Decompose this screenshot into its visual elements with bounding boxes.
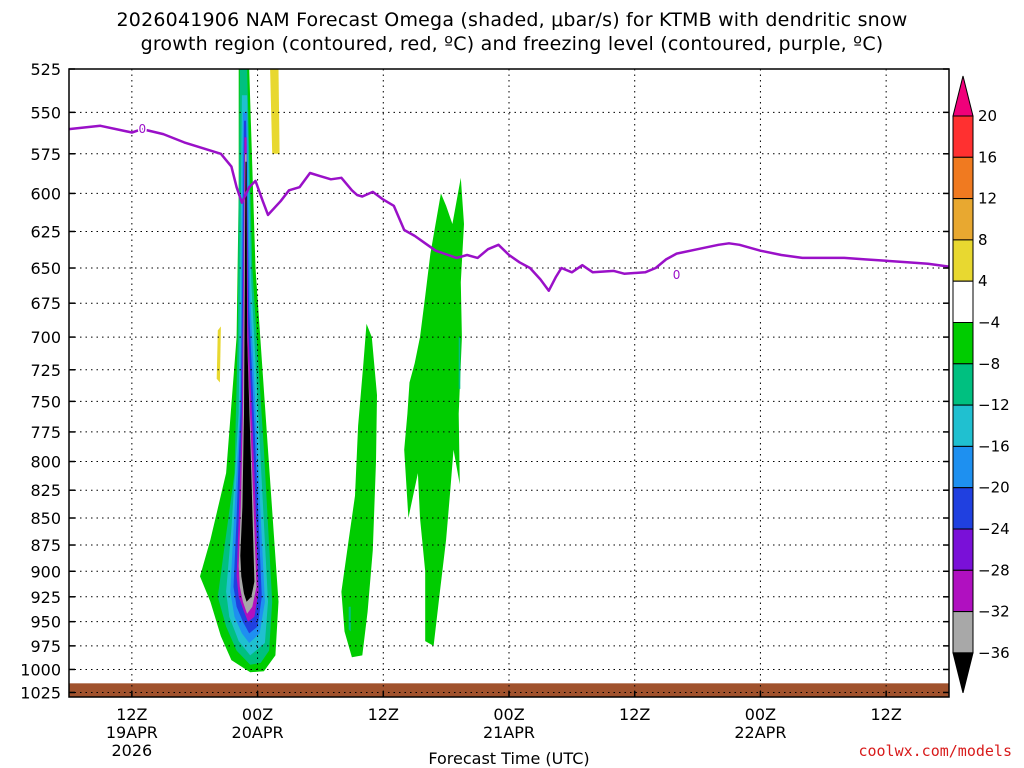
colorbar-bin bbox=[952, 280, 974, 324]
omega-region-9 bbox=[216, 326, 221, 383]
x-tick-sublabel: 2026 bbox=[111, 741, 152, 760]
omega-region-8 bbox=[270, 69, 280, 154]
colorbar-top-cap bbox=[952, 75, 974, 117]
y-tick-label: 975 bbox=[30, 637, 61, 656]
y-tick-label: 675 bbox=[30, 294, 61, 313]
colorbar-bin bbox=[952, 115, 974, 158]
omega-region-11 bbox=[348, 606, 351, 632]
grid-layer bbox=[69, 69, 949, 697]
colorbar-label: −12 bbox=[978, 396, 1010, 414]
omega-region-10 bbox=[341, 323, 377, 658]
colorbar-bin bbox=[952, 487, 974, 530]
y-tick-label: 875 bbox=[30, 536, 61, 555]
colorbar-bin bbox=[952, 611, 974, 654]
colorbar-bin bbox=[952, 569, 974, 613]
y-tick-label: 850 bbox=[30, 509, 61, 528]
colorbar-label: 4 bbox=[978, 272, 988, 290]
chart-title-line-1: 2026041906 NAM Forecast Omega (shaded, μ… bbox=[116, 9, 908, 31]
y-tick-label: 550 bbox=[30, 103, 61, 122]
x-tick-label: 00Z bbox=[242, 705, 273, 724]
y-tick-label: 650 bbox=[30, 259, 61, 278]
freezing-level-layer: 00 bbox=[68, 121, 950, 292]
x-tick-label: 12Z bbox=[619, 705, 650, 724]
x-tick-sublabel: 21APR bbox=[483, 723, 535, 742]
colorbar-label: −28 bbox=[978, 561, 1010, 579]
y-tick-label: 950 bbox=[30, 613, 61, 632]
x-tick-sublabel: 22APR bbox=[734, 723, 786, 742]
contour-label: 0 bbox=[673, 268, 681, 282]
y-tick-label: 775 bbox=[30, 423, 61, 442]
ground-layer bbox=[69, 683, 949, 697]
colorbar-bin bbox=[952, 404, 974, 447]
y-tick-label: 925 bbox=[30, 588, 61, 607]
y-axis: 525 550 575 600 625 650 675 700 725 750 775 800 825 8… bbox=[20, 60, 949, 702]
x-tick-label: 12Z bbox=[870, 705, 901, 724]
colorbar-label: −24 bbox=[978, 520, 1010, 538]
colorbar-bin bbox=[952, 445, 974, 489]
y-tick-label: 1025 bbox=[20, 683, 61, 702]
y-tick-label: 600 bbox=[30, 184, 61, 203]
colorbar-label: −20 bbox=[978, 479, 1010, 497]
y-tick-label: 800 bbox=[30, 453, 61, 472]
chart-title-line-2: growth region (contoured, red, ºC) and f… bbox=[140, 33, 884, 55]
y-tick-label: 900 bbox=[30, 562, 61, 581]
omega-shading-layer bbox=[200, 69, 464, 673]
colorbar-label: 16 bbox=[978, 148, 997, 166]
colorbar-label: −36 bbox=[978, 644, 1010, 662]
y-tick-label: 525 bbox=[30, 60, 61, 79]
y-tick-label: 725 bbox=[30, 361, 61, 380]
omega-region-7 bbox=[240, 161, 255, 602]
credit-text: coolwx.com/models bbox=[858, 742, 1012, 760]
colorbar-bin bbox=[952, 198, 974, 241]
colorbar-label: 8 bbox=[978, 231, 988, 249]
omega-region-12 bbox=[404, 177, 464, 646]
x-tick-label: 00Z bbox=[493, 705, 524, 724]
colorbar: 20 16 12 8 4 −4 −8 −12 −16 −20 −24 −28 −32 −36 bbox=[952, 75, 1010, 694]
x-tick-sublabel: 19APR bbox=[106, 723, 158, 742]
colorbar-label: −16 bbox=[978, 437, 1010, 455]
colorbar-label: −8 bbox=[978, 355, 1000, 373]
colorbar-bin bbox=[952, 363, 974, 406]
y-tick-label: 1000 bbox=[20, 660, 61, 679]
colorbar-label: 20 bbox=[978, 107, 997, 125]
y-tick-label: 825 bbox=[30, 481, 61, 500]
omega-region-13 bbox=[458, 337, 461, 389]
x-tick-label: 12Z bbox=[368, 705, 399, 724]
colorbar-label: −4 bbox=[978, 314, 1000, 332]
colorbar-label: −32 bbox=[978, 603, 1010, 621]
y-tick-label: 625 bbox=[30, 222, 61, 241]
x-tick-label: 12Z bbox=[116, 705, 147, 724]
colorbar-bottom-cap bbox=[952, 652, 974, 694]
colorbar-bin bbox=[952, 239, 974, 282]
freezing-level-line bbox=[68, 124, 950, 292]
contour-label: 0 bbox=[139, 122, 147, 136]
colorbar-label: 12 bbox=[978, 190, 997, 208]
x-tick-label: 00Z bbox=[745, 705, 776, 724]
colorbar-bin bbox=[952, 528, 974, 571]
y-tick-label: 700 bbox=[30, 328, 61, 347]
x-axis-title: Forecast Time (UTC) bbox=[428, 749, 589, 768]
colorbar-bin bbox=[952, 156, 974, 200]
y-tick-label: 750 bbox=[30, 392, 61, 411]
colorbar-bin bbox=[952, 322, 974, 365]
ground-band bbox=[69, 683, 949, 697]
x-tick-sublabel: 20APR bbox=[232, 723, 284, 742]
y-tick-label: 575 bbox=[30, 145, 61, 164]
